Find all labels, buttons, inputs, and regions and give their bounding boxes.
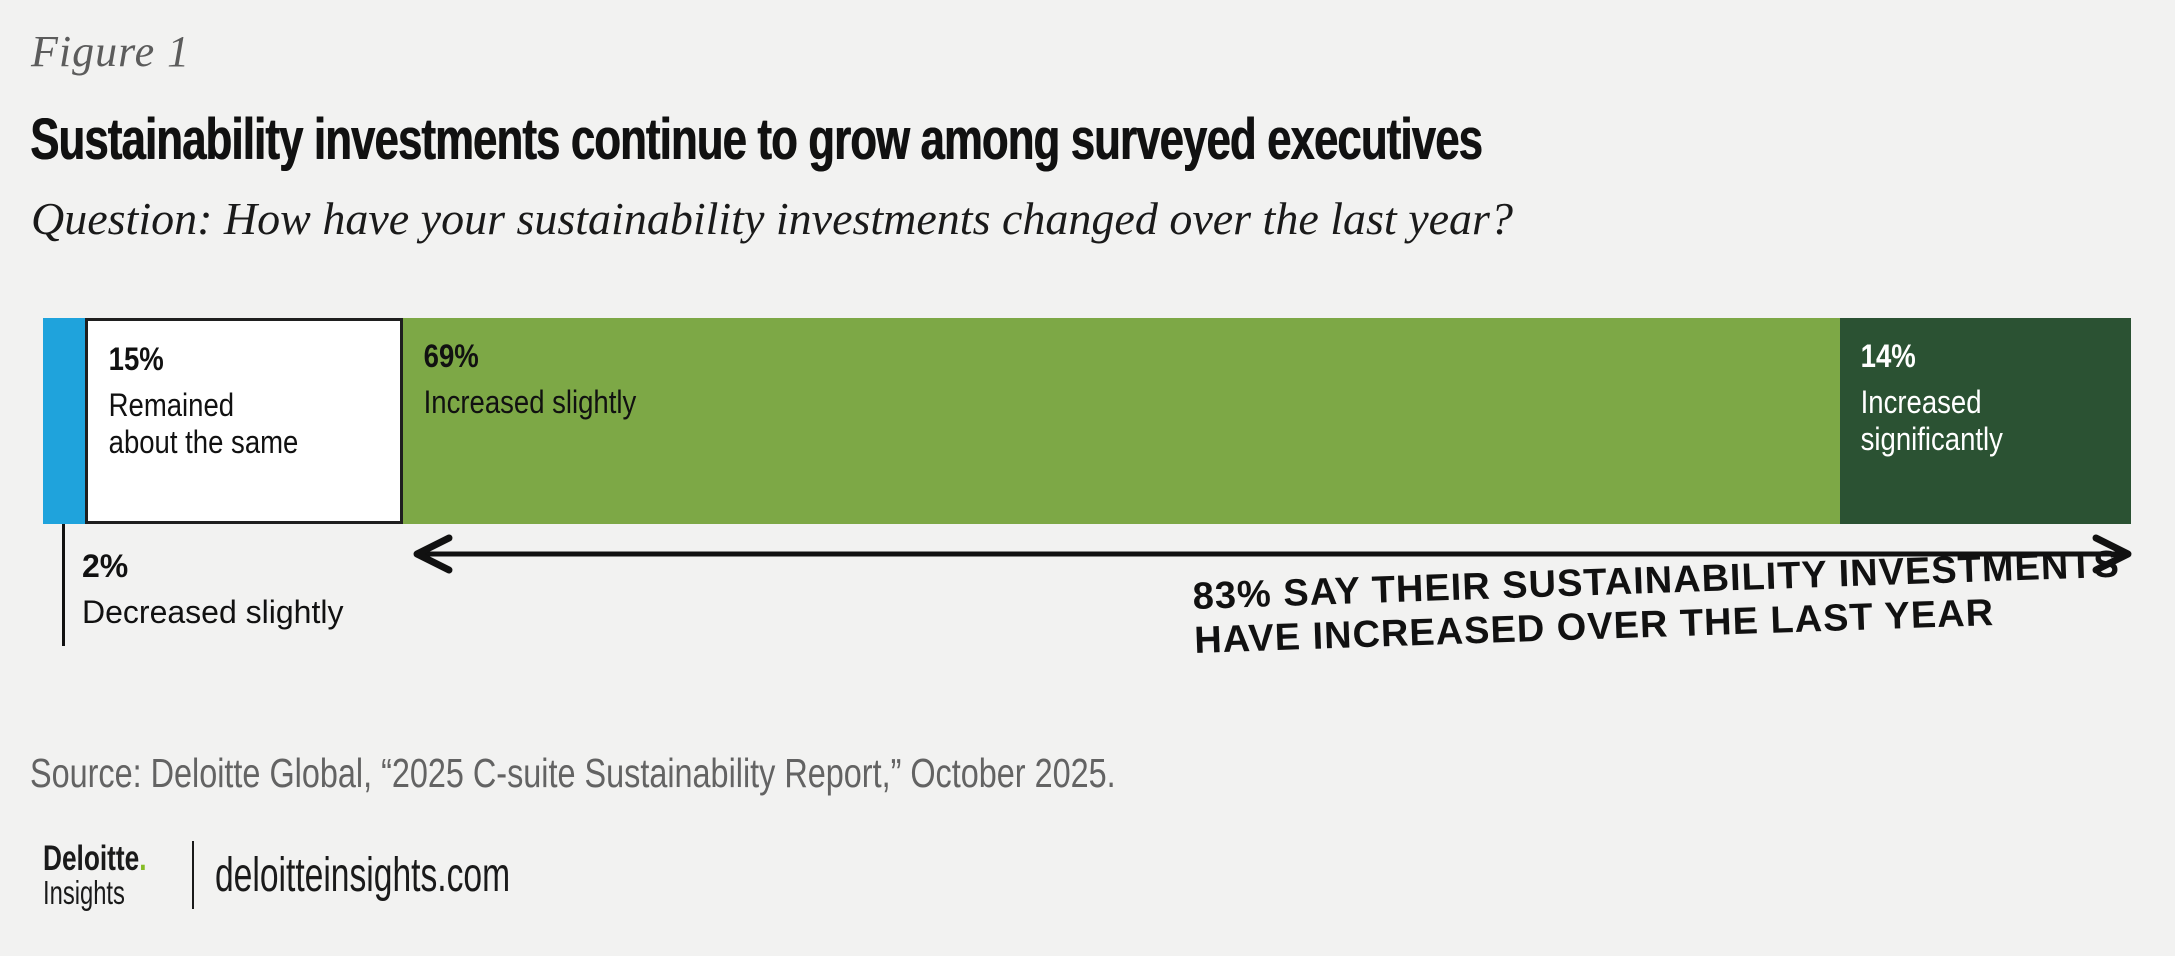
callout-leader-line [62, 524, 65, 646]
segment-percent: 2% [82, 548, 129, 584]
deloitte-insights-logo: Deloitte. Insights [43, 839, 181, 911]
decreased-slightly-callout: 2% Decreased slightly [82, 548, 343, 631]
segment-description: Increased significantly [1860, 384, 2003, 457]
website-url: deloitteinsights.com [215, 849, 511, 902]
figure-number-label: Figure 1 [31, 27, 191, 76]
segment-description: Increased slightly [423, 384, 637, 420]
survey-question: Question: How have your sustainability i… [31, 193, 1513, 244]
segment-label: 14% Increased significantly [1840, 318, 2081, 478]
bar-segment-increased-significantly: 14% Increased significantly [1839, 318, 2131, 524]
figure-title: Sustainability investments continue to g… [30, 107, 1483, 172]
segment-percent: 69% [423, 338, 479, 374]
segment-description: Remained about the same [108, 387, 298, 460]
range-arrow [413, 534, 2132, 574]
bar-segment-decreased-slightly [43, 318, 85, 524]
bar-segment-increased-slightly: 69% Increased slightly [402, 318, 1840, 524]
stacked-bar-chart: 15% Remained about the same 69% Increase… [43, 318, 2131, 524]
logo-divider-line [192, 841, 194, 909]
segment-label: 69% Increased slightly [403, 318, 1638, 441]
segment-label: 15% Remained about the same [88, 321, 329, 481]
logo-subbrand: Insights [43, 874, 125, 911]
logo-wordmark: Deloitte. [43, 839, 147, 878]
logo-green-dot: . [139, 839, 147, 878]
segment-description: Decreased slightly [82, 594, 344, 630]
segment-percent: 15% [108, 341, 164, 377]
logo-wordmark-text: Deloitte [43, 839, 140, 878]
source-note: Source: Deloitte Global, “2025 C-suite S… [30, 750, 1116, 796]
bar-segment-remained-same: 15% Remained about the same [84, 318, 403, 524]
segment-percent: 14% [1860, 338, 1916, 374]
